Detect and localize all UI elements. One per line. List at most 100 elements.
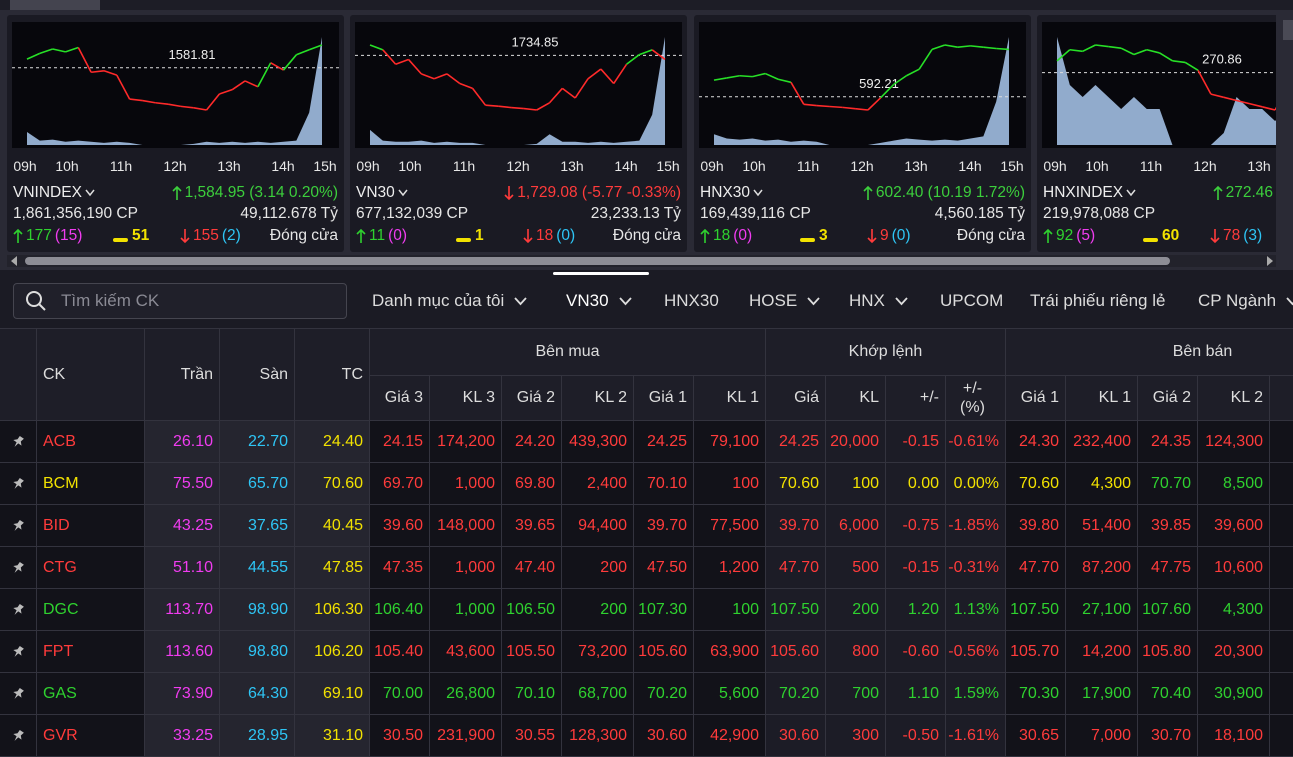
pin-cell[interactable]	[0, 715, 37, 757]
price-cell: 1,200	[694, 547, 766, 589]
market-tab[interactable]: HOSE	[749, 289, 820, 313]
scroll-right-arrow[interactable]	[1266, 256, 1274, 266]
price-cell: 63,900	[694, 631, 766, 673]
price-cell: 439,300	[562, 421, 634, 463]
time-label: 13h	[1247, 158, 1270, 174]
market-tab[interactable]: UPCOM	[940, 289, 1003, 313]
time-label: 15h	[656, 158, 679, 174]
market-tab[interactable]: HNX30	[664, 289, 719, 313]
scroll-left-arrow[interactable]	[10, 256, 18, 266]
index-value: 4,560.185 Tỷ	[934, 205, 1025, 222]
index-line-segment	[880, 83, 895, 99]
time-label: 09h	[700, 158, 723, 174]
time-label: 10h	[742, 158, 765, 174]
ceiling-count: (0)	[388, 227, 408, 244]
declines-group: 9 (0)	[867, 226, 911, 246]
price-cell: 105.80	[1138, 631, 1198, 673]
index-line-segment	[167, 103, 182, 108]
index-line-segment	[296, 48, 310, 56]
index-change: 602.40 (10.19 1.72%)	[875, 184, 1025, 201]
price-cell: 69.10	[295, 673, 370, 715]
time-label: 10h	[55, 158, 78, 174]
index-line-segment	[1069, 48, 1083, 53]
index-name-row[interactable]: HNX30	[700, 183, 763, 203]
price-cell: 148,000	[430, 505, 502, 547]
index-line-segment	[1120, 47, 1135, 56]
declines: 18	[536, 227, 554, 244]
sub-column-header: KL 2	[1198, 376, 1270, 421]
volume-area	[1057, 37, 1276, 145]
direction-arrow	[504, 186, 514, 200]
price-cell: 1.59%	[946, 673, 1006, 715]
index-name-row[interactable]: VN30	[356, 183, 408, 203]
market-tab[interactable]: VN30	[566, 289, 632, 313]
time-label: 15h	[313, 158, 336, 174]
index-name-row[interactable]: HNXINDEX	[1043, 183, 1136, 203]
column-header: CK	[37, 329, 145, 421]
index-line-segment	[1108, 45, 1122, 49]
price-cell: 300	[826, 715, 886, 757]
index-card-strip: 1581.81 09h 10h 11h 12h 13h 14h 15h VNINDEX 1,584…	[0, 0, 1276, 255]
price-cell: 700	[826, 673, 886, 715]
price-cell: 43,600	[430, 631, 502, 673]
index-line-segment	[639, 49, 653, 56]
index-card[interactable]: 1734.85 09h 10h 11h 12h 13h 14h 15h VN30 1,729.08…	[350, 15, 687, 252]
price-cell: 39.65	[502, 505, 562, 547]
active-top-tab[interactable]	[10, 0, 100, 10]
index-line-segment	[957, 45, 971, 48]
price-cell: 200	[562, 589, 634, 631]
price-cell: 106.20	[295, 631, 370, 673]
price-cell	[1270, 589, 1293, 631]
side-handle[interactable]	[1283, 20, 1293, 40]
market-tab[interactable]: Danh mục của tôi	[372, 289, 527, 313]
price-cell: 18,100	[1198, 715, 1270, 757]
sub-column-header: KL 1	[1066, 376, 1138, 421]
index-card[interactable]: 1581.81 09h 10h 11h 12h 13h 14h 15h VNINDEX 1,584…	[7, 15, 344, 252]
price-cell: 47.35	[370, 547, 430, 589]
pin-cell[interactable]	[0, 463, 37, 505]
price-cell: 5,600	[694, 673, 766, 715]
index-volume: 677,132,039 CP	[356, 205, 469, 222]
index-value: 49,112.678 Tỷ	[240, 205, 338, 222]
price-cell: 105.70	[1006, 631, 1066, 673]
direction-arrow	[172, 186, 182, 200]
index-line-segment	[65, 46, 79, 53]
index-line-segment	[446, 73, 461, 85]
index-card[interactable]: 270.86 09h 10h 11h 12h 13h HNXINDEX 272.46 219,9…	[1037, 15, 1276, 252]
scrollbar-thumb[interactable]	[25, 257, 1170, 265]
index-card[interactable]: 592.21 09h 10h 11h 12h 13h 14h 15h HNX30 602.40 (…	[694, 15, 1031, 252]
price-cell: 51.10	[145, 547, 220, 589]
pin-cell[interactable]	[0, 505, 37, 547]
price-cell: 4,300	[1066, 463, 1138, 505]
market-tab[interactable]: HNX	[849, 289, 908, 313]
price-cell: 231,900	[430, 715, 502, 757]
price-cell: 39.60	[370, 505, 430, 547]
market-status: Đóng cửa	[269, 227, 338, 244]
price-cell: 24.40	[295, 421, 370, 463]
search-box[interactable]: Tìm kiếm CK	[13, 283, 347, 319]
price-cell: 42,900	[694, 715, 766, 757]
scrollbar-track[interactable]	[7, 255, 1276, 267]
pin-cell[interactable]	[0, 547, 37, 589]
sub-column-header: Giá 2	[1138, 376, 1198, 421]
down-arrow	[523, 229, 533, 243]
ticker: BID	[37, 505, 145, 547]
index-line-segment	[626, 53, 640, 65]
pin-cell[interactable]	[0, 421, 37, 463]
index-change: 1,584.95 (3.14 0.20%)	[184, 184, 338, 201]
price-cell: 107.50	[1006, 589, 1066, 631]
pin-cell[interactable]	[0, 673, 37, 715]
declines: 155	[193, 227, 219, 244]
pin-cell[interactable]	[0, 589, 37, 631]
tab-label: VN30	[566, 291, 609, 310]
up-arrow	[13, 229, 23, 243]
price-cell: 39.80	[1006, 505, 1066, 547]
index-name-row[interactable]: VNINDEX	[13, 183, 95, 203]
market-tab[interactable]: Trái phiếu riêng lẻ	[1030, 289, 1165, 313]
pin-cell[interactable]	[0, 631, 37, 673]
tab-label: HNX30	[664, 291, 719, 310]
ticker: BCM	[37, 463, 145, 505]
time-label: 12h	[163, 158, 186, 174]
market-tab[interactable]: CP Ngành	[1198, 289, 1293, 313]
pin-icon	[13, 687, 24, 699]
